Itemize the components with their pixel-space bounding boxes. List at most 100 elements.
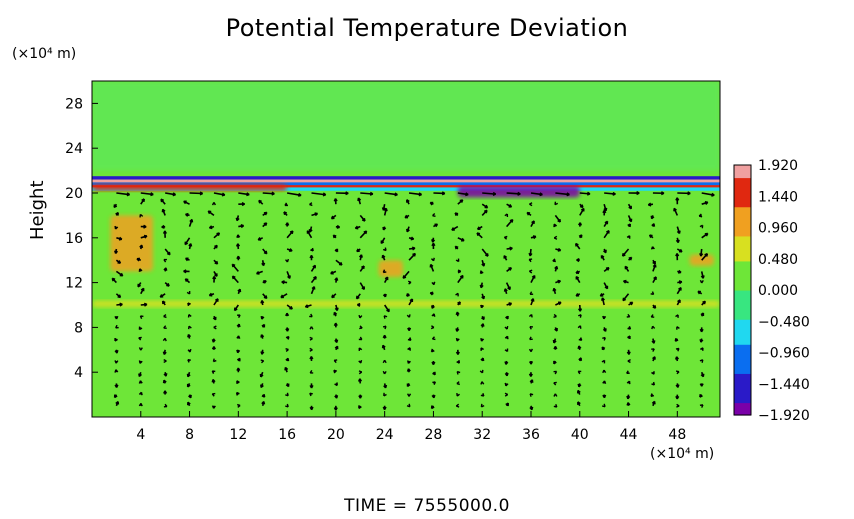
wind-vector-head <box>553 393 558 397</box>
colorbar-segment <box>734 335 751 341</box>
colorbar: 1.920 1.440 0.960 0.480 0.000 −0.480 −0.960 −1.… <box>733 158 810 424</box>
wind-vector-head <box>334 395 339 399</box>
wind-vector-head <box>261 262 266 267</box>
wind-vector-head <box>553 223 558 228</box>
wind-vector-head <box>605 266 610 271</box>
wind-vector-head <box>163 314 167 319</box>
wind-vector-head <box>577 383 582 388</box>
wind-vector-head <box>285 258 290 263</box>
wind-vector-head <box>257 237 262 241</box>
colorbar-segment <box>734 210 751 216</box>
wind-vector-head <box>406 403 411 408</box>
wind-vector-head <box>236 349 241 354</box>
wind-vector-head <box>660 191 665 196</box>
wind-vector-head <box>456 360 461 364</box>
wind-vector-head <box>675 197 680 201</box>
wind-vector-head <box>260 334 265 338</box>
wind-vector-head <box>577 401 581 405</box>
wind-vector-head <box>406 228 410 233</box>
wind-vector-head <box>309 336 313 341</box>
wind-vector-head <box>231 275 236 280</box>
wind-vector-head <box>183 200 187 205</box>
wind-vector-head <box>358 359 363 364</box>
wind-vector-head <box>648 234 653 239</box>
wind-vector-head <box>455 292 459 297</box>
wind-vector-head <box>429 201 434 206</box>
wind-vector-head <box>117 294 122 299</box>
wind-vector <box>604 192 616 195</box>
wind-vector-head <box>601 403 606 408</box>
wind-vector-head <box>289 230 294 235</box>
wind-vector-head <box>411 246 416 251</box>
wind-vector-head <box>345 191 349 196</box>
wind-vector <box>189 192 203 195</box>
wind-vector-head <box>119 272 124 277</box>
wind-vector-head <box>211 405 216 409</box>
wind-vector-head <box>601 359 606 364</box>
wind-vector-head <box>539 192 543 197</box>
wind-vector-head <box>211 370 216 374</box>
colorbar-segment <box>734 381 751 387</box>
colorbar-segment <box>734 277 751 283</box>
wind-vector-head <box>160 198 165 203</box>
wind-vector-head <box>211 202 217 206</box>
wind-vector <box>311 192 326 196</box>
wind-vector <box>622 293 630 302</box>
wind-vector-head <box>578 357 583 361</box>
wind-vector-head <box>418 192 423 197</box>
wind-vector-head <box>309 202 313 207</box>
wind-vector-head <box>188 243 193 247</box>
wind-vector-head <box>530 298 535 302</box>
wind-vector-head <box>431 281 436 286</box>
wind-vector-head <box>298 192 302 197</box>
wind-vector-head <box>505 402 510 407</box>
wind-vector-head <box>211 339 216 343</box>
wind-vector-head <box>138 326 143 331</box>
wind-vector-head <box>259 373 264 378</box>
y-tick-label: 28 <box>65 96 83 112</box>
wind-vector-head <box>529 406 534 411</box>
wind-vector-head <box>455 337 460 342</box>
wind-vector-head <box>650 215 655 220</box>
colorbar-segment <box>734 206 751 212</box>
wind-vector-head <box>322 192 327 197</box>
colorbar-segment <box>734 398 751 404</box>
band-layer <box>92 187 720 191</box>
wind-vector-head <box>334 345 339 350</box>
wind-vector-head <box>503 235 508 240</box>
wind-vector-head <box>580 207 585 212</box>
colorbar-segment <box>734 310 751 316</box>
wind-vector-head <box>674 338 679 342</box>
wind-vector-head <box>114 225 119 230</box>
wind-vector-head <box>309 369 314 374</box>
wind-vector-head <box>382 226 387 231</box>
wind-vector-head <box>140 287 145 292</box>
wind-vector <box>286 230 294 239</box>
wind-vector-head <box>260 316 265 320</box>
wind-vector-head <box>358 254 363 258</box>
heatmap-plot <box>92 81 720 417</box>
wind-vector-head <box>687 191 691 196</box>
wind-vector-head <box>603 207 608 212</box>
wind-vector-head <box>163 390 168 394</box>
wind-vector-head <box>622 297 627 302</box>
wind-vector-head <box>507 286 511 291</box>
wind-vector-head <box>407 280 412 285</box>
wind-vector-head <box>406 368 411 372</box>
wind-vector-head <box>384 276 389 281</box>
wind-vector-head <box>626 402 631 406</box>
wind-vector-head <box>256 270 260 275</box>
wind-vector-head <box>508 204 513 208</box>
wind-vector-head <box>260 300 265 304</box>
y-tick-label: 20 <box>65 186 83 202</box>
wind-vector-head <box>114 337 118 342</box>
wind-vector-head <box>310 247 314 252</box>
wind-vector-head <box>309 392 313 397</box>
colorbar-segment <box>734 194 751 199</box>
colorbar-label: −0.960 <box>758 346 810 362</box>
wind-vector-head <box>504 361 509 365</box>
wind-vector-head <box>651 400 656 405</box>
x-tick-label: 16 <box>278 427 296 443</box>
wind-vector-head <box>456 381 460 386</box>
wind-vector <box>116 192 130 196</box>
